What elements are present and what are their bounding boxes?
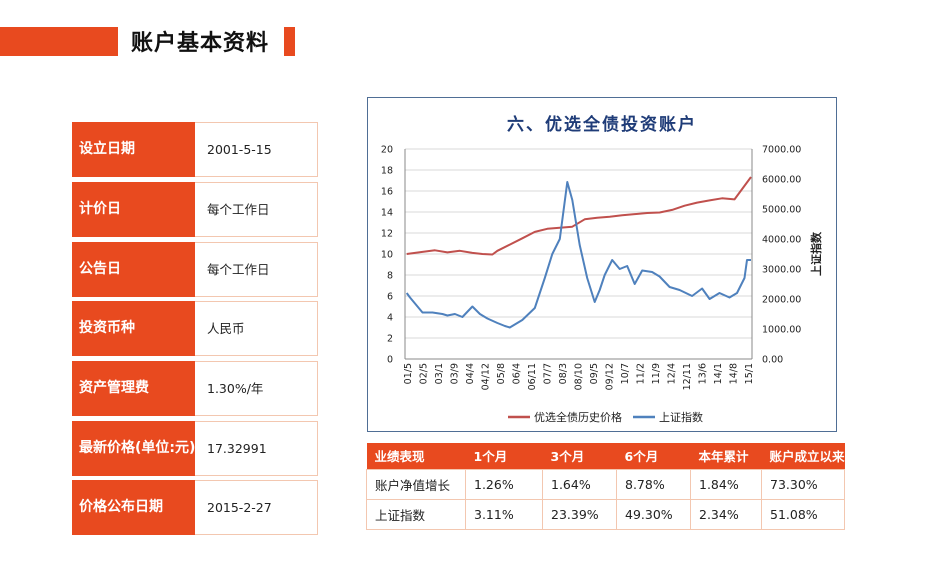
x-tick-label: 07/7 (543, 363, 554, 384)
y-tick-label: 4 (387, 313, 393, 324)
x-tick-label: 14/8 (729, 363, 740, 384)
y2-tick-label: 4000.00 (762, 235, 801, 246)
performance-header-cell: 6个月 (616, 443, 691, 469)
chart-title: 六、优选全债投资账户 (507, 114, 697, 135)
x-tick-label: 11/9 (651, 363, 662, 384)
info-value: 每个工作日 (195, 242, 318, 297)
x-tick-label: 02/5 (419, 363, 430, 384)
info-row-valuation-day: 计价日 每个工作日 (72, 182, 318, 237)
info-row-announcement-day: 公告日 每个工作日 (72, 242, 318, 297)
y-tick-label: 0 (387, 355, 393, 366)
performance-header-cell: 账户成立以来 (761, 443, 845, 469)
performance-cell: 8.78% (616, 468, 691, 500)
y2-tick-label: 5000.00 (762, 205, 801, 216)
y-tick-label: 14 (381, 208, 393, 219)
y2-tick-label: 1000.00 (762, 325, 801, 336)
y2-tick-label: 0.00 (762, 355, 783, 366)
x-tick-label: 08/3 (558, 363, 569, 384)
x-tick-label: 08/10 (574, 363, 585, 390)
info-value: 2015-2-27 (195, 480, 318, 535)
x-tick-label: 04/12 (481, 363, 492, 390)
legend-label: 上证指数 (659, 410, 703, 424)
info-row-management-fee: 资产管理费 1.30%/年 (72, 361, 318, 416)
x-tick-label: 14/1 (713, 363, 724, 384)
performance-cell: 51.08% (760, 498, 846, 530)
info-value: 每个工作日 (195, 182, 318, 237)
y2-tick-label: 3000.00 (762, 265, 801, 276)
info-value: 1.30%/年 (195, 361, 318, 416)
info-label: 最新价格(单位:元) (72, 421, 195, 476)
performance-header-cell: 3个月 (542, 443, 617, 469)
series-line-price (406, 176, 752, 256)
y-tick-label: 16 (381, 187, 393, 198)
series-line-index (405, 181, 751, 329)
info-value: 人民币 (195, 301, 318, 356)
x-tick-label: 13/6 (698, 363, 709, 384)
legend-label: 优选全债历史价格 (534, 410, 622, 424)
info-value: 2001-5-15 (195, 122, 318, 177)
info-label: 计价日 (72, 182, 195, 237)
y-tick-label: 12 (381, 229, 393, 240)
x-tick-label: 12/11 (682, 363, 693, 390)
performance-cell: 49.30% (616, 498, 691, 530)
x-tick-label: 09/5 (589, 363, 600, 384)
y-tick-label: 18 (381, 166, 393, 177)
info-label: 公告日 (72, 242, 195, 297)
info-value: 17.32991 (195, 421, 318, 476)
x-tick-label: 06/4 (512, 363, 523, 384)
info-label: 投资币种 (72, 301, 195, 356)
performance-header-cell: 1个月 (465, 443, 543, 469)
y2-tick-label: 6000.00 (762, 175, 801, 186)
x-tick-label: 15/1 (744, 363, 755, 384)
performance-table: 业绩表现 1个月 3个月 6个月 本年累计 账户成立以来 账户净值增长 1.26… (366, 443, 846, 530)
table-row: 账户净值增长 1.26% 1.64% 8.78% 1.84% 73.30% (366, 468, 846, 500)
info-row-setup-date: 设立日期 2001-5-15 (72, 122, 318, 177)
x-tick-label: 05/8 (496, 363, 507, 384)
performance-cell: 23.39% (542, 498, 617, 530)
y2-tick-label: 7000.00 (762, 145, 801, 156)
performance-cell: 73.30% (760, 468, 846, 500)
x-tick-label: 03/1 (434, 363, 445, 384)
x-tick-label: 06/11 (527, 363, 538, 390)
info-label: 设立日期 (72, 122, 195, 177)
y-tick-label: 20 (381, 145, 393, 156)
y-tick-label: 6 (387, 292, 393, 303)
x-tick-label: 11/2 (636, 363, 647, 384)
y2-tick-label: 2000.00 (762, 295, 801, 306)
y-tick-label: 10 (381, 250, 393, 261)
performance-cell: 1.64% (542, 468, 617, 500)
x-tick-label: 09/12 (605, 363, 616, 390)
info-label: 价格公布日期 (72, 480, 195, 535)
x-tick-label: 04/4 (465, 363, 476, 384)
performance-header-row: 业绩表现 1个月 3个月 6个月 本年累计 账户成立以来 (366, 443, 845, 469)
info-row-currency: 投资币种 人民币 (72, 301, 318, 356)
table-row: 上证指数 3.11% 23.39% 49.30% 2.34% 51.08% (366, 498, 846, 530)
x-tick-label: 03/9 (450, 363, 461, 384)
info-label: 资产管理费 (72, 361, 195, 416)
y2-axis-label: 上证指数 (809, 231, 823, 276)
performance-cell: 1.84% (690, 468, 762, 500)
performance-cell: 1.26% (465, 468, 543, 500)
price-chart: 六、优选全债投资账户 0 2 4 6 8 10 12 14 16 18 20 0.00 1000.00 20… (381, 114, 823, 424)
y-tick-label: 8 (387, 271, 393, 282)
performance-cell: 2.34% (690, 498, 762, 530)
page-title: 账户基本资料 (131, 31, 270, 56)
x-tick-label: 10/7 (620, 363, 631, 384)
chart-panel: 六、优选全债投资账户 0 2 4 6 8 10 12 14 16 18 20 0.00 1000.00 20… (367, 97, 837, 432)
performance-row-label: 账户净值增长 (366, 468, 466, 500)
info-row-price-date: 价格公布日期 2015-2-27 (72, 480, 318, 535)
performance-cell: 3.11% (465, 498, 543, 530)
performance-row-label: 上证指数 (366, 498, 466, 530)
info-row-latest-price: 最新价格(单位:元) 17.32991 (72, 421, 318, 476)
header-accent-bar-left (0, 27, 118, 56)
header-accent-bar-right (284, 27, 295, 56)
performance-header-cell: 业绩表现 (366, 443, 466, 469)
x-tick-label: 12/4 (667, 363, 678, 384)
x-tick-label: 01/5 (403, 363, 414, 384)
y-tick-label: 2 (387, 334, 393, 345)
performance-header-cell: 本年累计 (690, 443, 762, 469)
